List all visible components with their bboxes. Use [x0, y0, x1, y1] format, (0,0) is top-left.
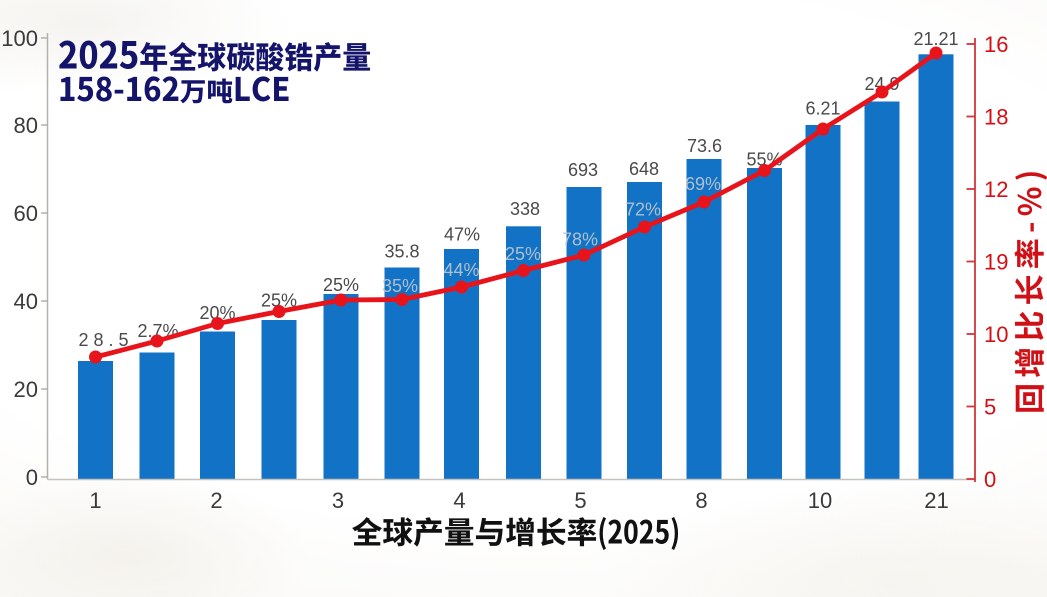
- svg-text:100: 100: [1, 26, 38, 51]
- svg-text:44%: 44%: [443, 260, 479, 280]
- svg-text:1: 1: [89, 488, 101, 513]
- svg-text:25%: 25%: [323, 275, 359, 295]
- svg-text:6.21: 6.21: [805, 99, 840, 119]
- svg-text:35%: 35%: [382, 276, 418, 296]
- svg-text:0: 0: [26, 465, 38, 490]
- svg-text:35.8: 35.8: [384, 242, 419, 262]
- svg-text:80: 80: [14, 113, 38, 138]
- svg-text:40: 40: [14, 289, 38, 314]
- svg-text:60: 60: [14, 201, 38, 226]
- svg-text:10: 10: [984, 322, 1008, 347]
- svg-text:72%: 72%: [625, 200, 661, 220]
- svg-text:693: 693: [568, 160, 598, 180]
- svg-text:69%: 69%: [685, 174, 721, 194]
- svg-text:21: 21: [924, 488, 948, 513]
- svg-text:25%: 25%: [261, 291, 297, 311]
- svg-text:78%: 78%: [562, 230, 598, 250]
- svg-text:8: 8: [695, 488, 707, 513]
- svg-text:2: 2: [210, 488, 222, 513]
- svg-text:16: 16: [984, 32, 1008, 57]
- svg-text:18: 18: [984, 105, 1008, 130]
- svg-text:12: 12: [984, 177, 1008, 202]
- svg-text:3: 3: [332, 488, 344, 513]
- svg-text:5: 5: [984, 395, 996, 420]
- svg-text:28.5: 28.5: [78, 330, 133, 350]
- svg-text:25%: 25%: [505, 244, 541, 264]
- svg-text:24.9: 24.9: [864, 74, 899, 94]
- svg-text:648: 648: [629, 159, 659, 179]
- svg-text:20%: 20%: [199, 303, 235, 323]
- svg-text:0: 0: [984, 467, 996, 492]
- svg-text:338: 338: [510, 199, 540, 219]
- svg-text:5: 5: [574, 488, 586, 513]
- svg-text:19: 19: [984, 250, 1008, 275]
- svg-text:20: 20: [14, 377, 38, 402]
- svg-text:10: 10: [808, 488, 832, 513]
- svg-text:47%: 47%: [444, 225, 480, 245]
- svg-text:21.21: 21.21: [913, 29, 958, 49]
- svg-text:73.6: 73.6: [687, 136, 722, 156]
- svg-text:4: 4: [453, 488, 465, 513]
